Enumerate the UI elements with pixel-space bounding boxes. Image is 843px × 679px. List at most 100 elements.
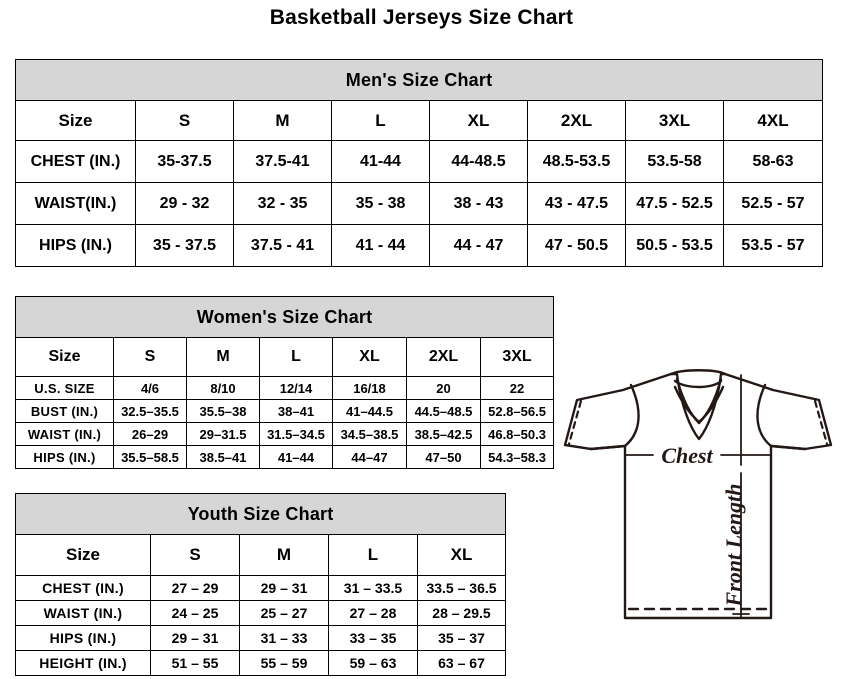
mens-waist-xl: 38 - 43 [429, 182, 528, 225]
womens-ussize-m: 8/10 [186, 376, 260, 400]
womens-row-label-us-size: U.S. SIZE [15, 376, 114, 400]
womens-ussize-3xl: 22 [479, 376, 555, 400]
right-underarm [769, 444, 807, 451]
mens-col-header-xl: XL [429, 100, 528, 141]
womens-col-header-2xl: 2XL [406, 337, 481, 377]
womens-col-header-size: Size [15, 337, 114, 377]
womens-caption-row: Women's Size Chart [14, 296, 555, 338]
youth-col-header-size: Size [15, 534, 151, 576]
youth-waist-l: 27 – 28 [328, 600, 418, 626]
womens-bust-2xl: 44.5–48.5 [406, 399, 481, 423]
womens-hips-xl: 44–47 [332, 445, 407, 469]
vneck-outer-collar [669, 372, 727, 441]
mens-waist-l: 35 - 38 [331, 182, 430, 225]
mens-waist-2xl: 43 - 47.5 [527, 182, 626, 225]
womens-bust-3xl: 52.8–56.5 [479, 399, 555, 423]
youth-chest-s: 27 – 29 [150, 575, 240, 601]
womens-col-header-3xl: 3XL [479, 337, 555, 377]
mens-hips-xl: 44 - 47 [429, 224, 528, 267]
youth-row-label-chest: CHEST (IN.) [15, 575, 151, 601]
womens-waist-3xl: 46.8–50.3 [479, 422, 555, 446]
youth-chart-caption: Youth Size Chart [15, 493, 506, 535]
jersey-measurement-diagram: Chest Front Length [553, 345, 843, 675]
vneck-collar-curve-right [697, 385, 725, 424]
table-row: CHEST (IN.) 35-37.5 37.5-41 41-44 44-48.… [15, 140, 824, 183]
table-row: HIPS (IN.) 35 - 37.5 37.5 - 41 41 - 44 4… [15, 224, 824, 267]
right-armhole-seam [756, 383, 773, 448]
womens-waist-xl: 34.5–38.5 [332, 422, 407, 446]
table-row: HIPS (IN.) 29 – 31 31 – 33 33 – 35 35 – … [15, 625, 506, 651]
youth-height-s: 51 – 55 [150, 650, 240, 676]
mens-waist-3xl: 47.5 - 52.5 [625, 182, 724, 225]
mens-header-row: Size S M L XL 2XL 3XL 4XL [15, 100, 824, 141]
mens-col-header-s: S [135, 100, 234, 141]
vneck-collar-curve-left [673, 385, 701, 424]
mens-chest-3xl: 53.5-58 [625, 140, 724, 183]
left-armhole-seam [623, 383, 640, 448]
mens-col-header-2xl: 2XL [527, 100, 626, 141]
youth-chest-m: 29 – 31 [239, 575, 329, 601]
youth-hips-l: 33 – 35 [328, 625, 418, 651]
youth-col-header-m: M [239, 534, 329, 576]
youth-header-row: Size S M L XL [15, 534, 506, 576]
table-row: CHEST (IN.) 27 – 29 29 – 31 31 – 33.5 33… [15, 575, 506, 601]
mens-col-header-3xl: 3XL [625, 100, 724, 141]
mens-row-label-chest: CHEST (IN.) [15, 140, 136, 183]
womens-row-label-hips: HIPS (IN.) [15, 445, 114, 469]
womens-bust-l: 38–41 [259, 399, 333, 423]
youth-waist-m: 25 – 27 [239, 600, 329, 626]
womens-bust-xl: 41–44.5 [332, 399, 407, 423]
mens-col-header-m: M [233, 100, 332, 141]
youth-chest-l: 31 – 33.5 [328, 575, 418, 601]
mens-hips-3xl: 50.5 - 53.5 [625, 224, 724, 267]
womens-hips-s: 35.5–58.5 [113, 445, 187, 469]
mens-size-chart-table: Men's Size Chart Size S M L XL 2XL 3XL 4… [14, 59, 824, 267]
front-length-measure-label: Front Length [721, 484, 746, 608]
left-cuff-dashed-line [567, 399, 583, 446]
womens-hips-3xl: 54.3–58.3 [479, 445, 555, 469]
right-cuff-dashed-line [813, 399, 829, 446]
womens-col-header-l: L [259, 337, 333, 377]
mens-col-header-size: Size [15, 100, 136, 141]
youth-waist-xl: 28 – 29.5 [417, 600, 506, 626]
page-title: Basketball Jerseys Size Chart [269, 6, 574, 29]
youth-chest-xl: 33.5 – 36.5 [417, 575, 506, 601]
womens-hips-2xl: 47–50 [406, 445, 481, 469]
womens-hips-l: 41–44 [259, 445, 333, 469]
mens-chart-caption: Men's Size Chart [14, 59, 824, 101]
mens-row-label-waist: WAIST(IN.) [15, 182, 136, 225]
table-row: WAIST (IN.) 24 – 25 25 – 27 27 – 28 28 –… [15, 600, 506, 626]
womens-bust-m: 35.5–38 [186, 399, 260, 423]
youth-col-header-l: L [328, 534, 418, 576]
table-row: HEIGHT (IN.) 51 – 55 55 – 59 59 – 63 63 … [15, 650, 506, 676]
mens-col-header-l: L [331, 100, 430, 141]
womens-col-header-xl: XL [332, 337, 407, 377]
womens-col-header-s: S [113, 337, 187, 377]
womens-ussize-s: 4/6 [113, 376, 187, 400]
youth-col-header-xl: XL [417, 534, 506, 576]
mens-chest-s: 35-37.5 [135, 140, 234, 183]
womens-header-row: Size S M L XL 2XL 3XL [15, 337, 555, 377]
youth-col-header-s: S [150, 534, 240, 576]
youth-height-m: 55 – 59 [239, 650, 329, 676]
womens-row-label-bust: BUST (IN.) [15, 399, 114, 423]
mens-hips-l: 41 - 44 [331, 224, 430, 267]
mens-caption-row: Men's Size Chart [14, 59, 824, 101]
womens-waist-m: 29–31.5 [186, 422, 260, 446]
womens-row-label-waist: WAIST (IN.) [15, 422, 114, 446]
womens-waist-s: 26–29 [113, 422, 187, 446]
mens-waist-4xl: 52.5 - 57 [722, 182, 824, 225]
mens-hips-2xl: 47 - 50.5 [527, 224, 626, 267]
table-row: WAIST (IN.) 26–29 29–31.5 31.5–34.5 34.5… [15, 422, 555, 446]
youth-height-xl: 63 – 67 [417, 650, 506, 676]
neckline-band-lower [673, 379, 723, 389]
youth-height-l: 59 – 63 [328, 650, 418, 676]
womens-size-chart-table: Women's Size Chart Size S M L XL 2XL 3XL… [14, 296, 555, 469]
womens-ussize-xl: 16/18 [332, 376, 407, 400]
mens-chest-m: 37.5-41 [233, 140, 332, 183]
youth-caption-row: Youth Size Chart [15, 493, 506, 535]
womens-ussize-l: 12/14 [259, 376, 333, 400]
mens-waist-s: 29 - 32 [135, 182, 234, 225]
mens-hips-s: 35 - 37.5 [135, 224, 234, 267]
mens-hips-4xl: 53.5 - 57 [722, 224, 824, 267]
